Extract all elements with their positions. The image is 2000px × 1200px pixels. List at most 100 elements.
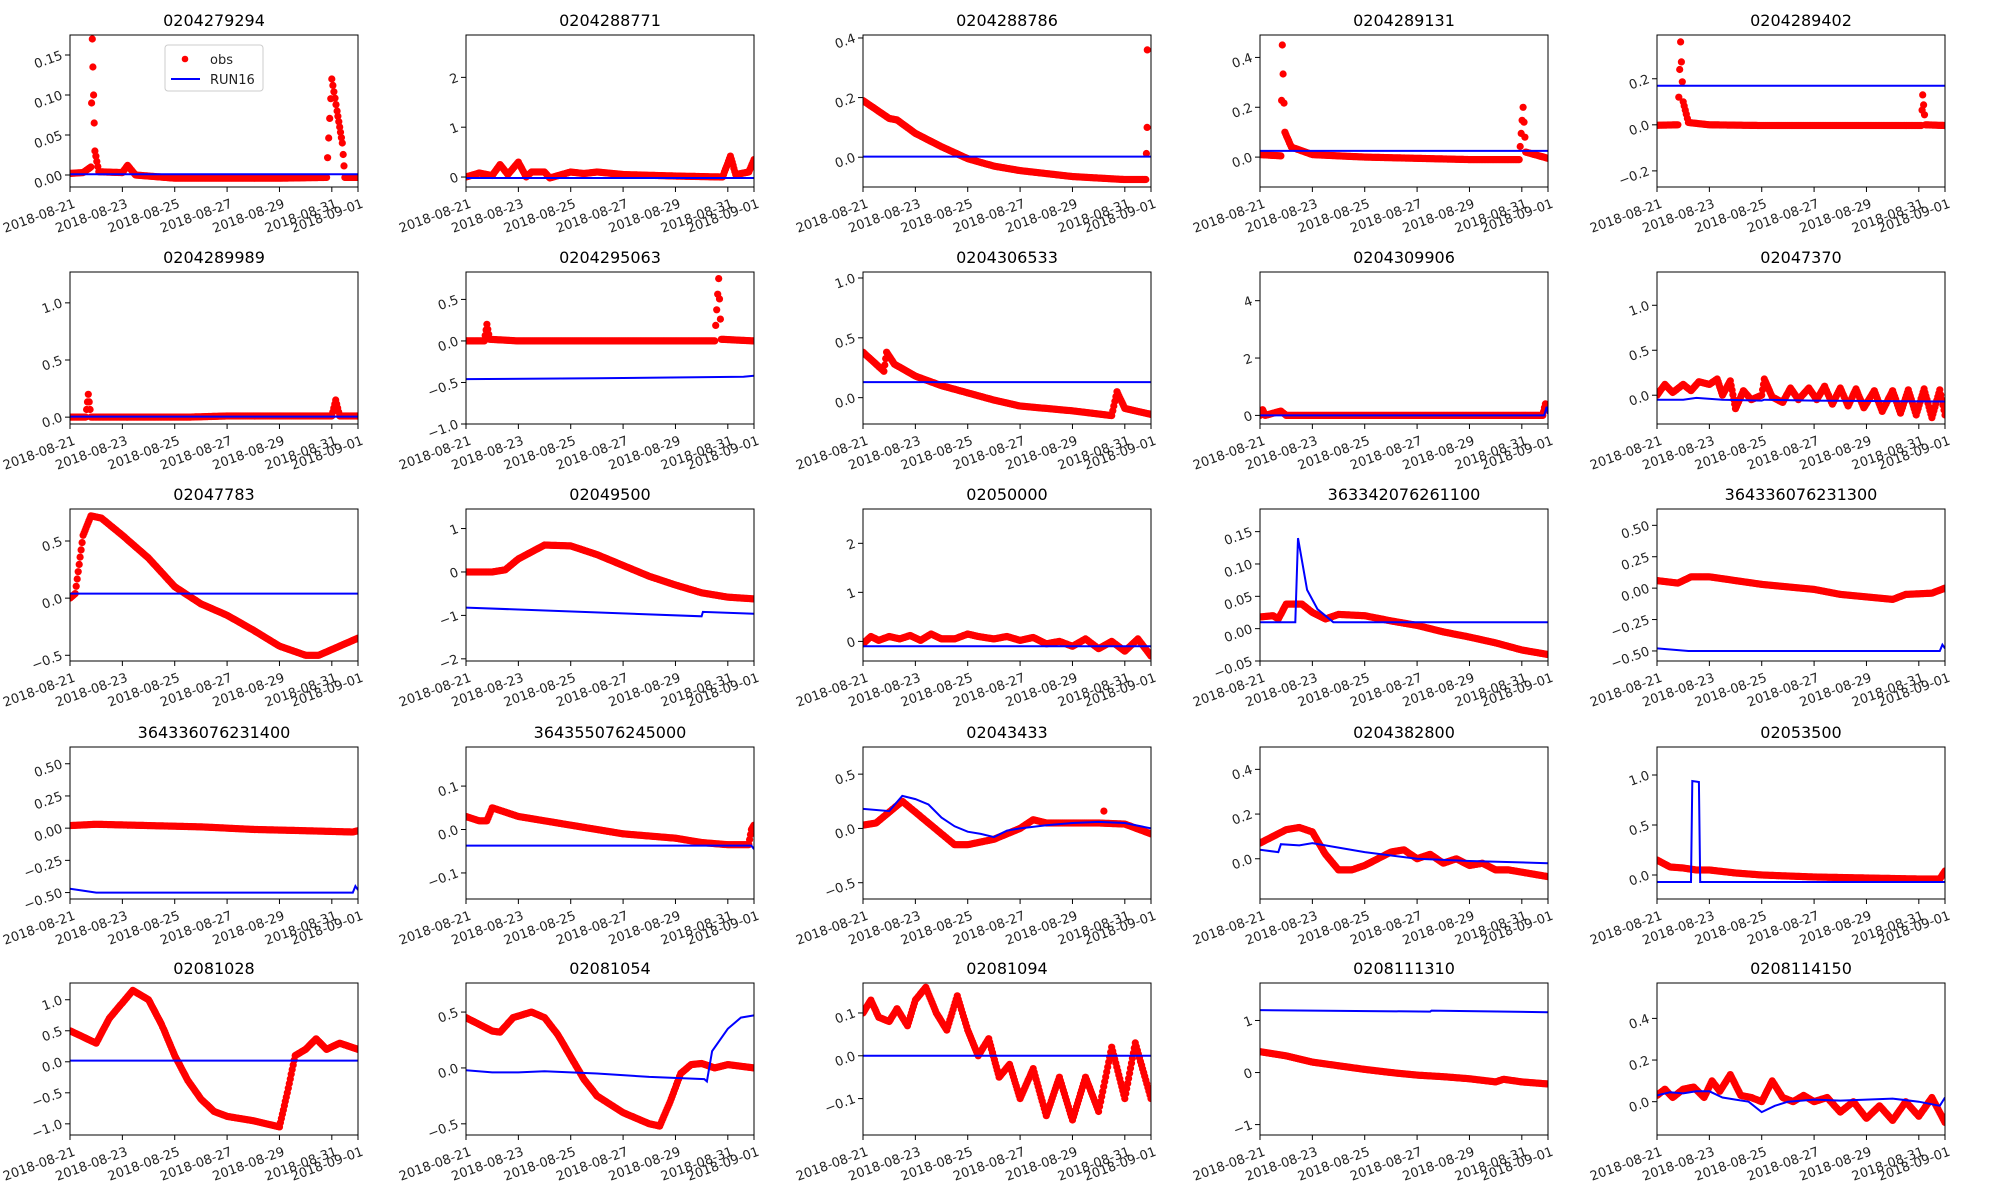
y-tick-label: 4 bbox=[1242, 294, 1255, 311]
y-tick-label: 0.00 bbox=[32, 168, 64, 192]
y-tick-label: 0.5 bbox=[40, 534, 65, 555]
obs-point bbox=[333, 107, 341, 115]
y-tick-label: 0.50 bbox=[32, 757, 64, 781]
obs-point bbox=[1675, 93, 1683, 101]
obs-point bbox=[332, 101, 340, 109]
y-tick-label: −0.25 bbox=[1609, 613, 1652, 641]
subplot-title: 02049500 bbox=[569, 485, 650, 504]
subplot-title: 0204289402 bbox=[1750, 11, 1852, 30]
model-line-RUN16 bbox=[1260, 537, 1548, 624]
axes-frame bbox=[69, 746, 359, 900]
legend-obs-label: obs bbox=[210, 53, 233, 68]
obs-series bbox=[466, 275, 754, 345]
obs-point bbox=[354, 634, 358, 642]
obs-point bbox=[1520, 118, 1528, 126]
y-tick-label: 0.5 bbox=[1627, 344, 1652, 365]
subplot-title: 0204279294 bbox=[163, 11, 265, 30]
y-tick-label: 0.15 bbox=[32, 48, 64, 72]
obs-series bbox=[863, 630, 1151, 660]
obs-series bbox=[1260, 600, 1548, 659]
model-line-RUN16 bbox=[1657, 642, 1945, 652]
obs-point bbox=[715, 275, 723, 283]
y-tick-label: 0.0 bbox=[833, 151, 858, 172]
obs-point bbox=[1143, 46, 1151, 54]
subplot-title: 0204306533 bbox=[956, 248, 1058, 267]
obs-point bbox=[340, 162, 348, 170]
obs-point bbox=[716, 315, 725, 323]
obs-point bbox=[337, 134, 345, 142]
obs-point bbox=[1519, 103, 1527, 111]
obs-point bbox=[86, 405, 94, 414]
obs-point bbox=[750, 337, 754, 345]
obs-point bbox=[1147, 652, 1151, 660]
obs-point bbox=[715, 295, 724, 303]
model-line-RUN16 bbox=[1657, 396, 1945, 403]
obs-series bbox=[70, 820, 358, 836]
obs-point bbox=[336, 128, 345, 136]
obs-point bbox=[1674, 121, 1682, 129]
model-line-RUN16 bbox=[466, 606, 754, 618]
obs-point bbox=[90, 119, 98, 127]
axes-frame bbox=[1656, 508, 1946, 662]
y-tick-label: 0.00 bbox=[32, 822, 64, 846]
y-tick-label: 0.25 bbox=[1619, 550, 1651, 574]
obs-point bbox=[1677, 58, 1685, 66]
y-tick-label: 0.05 bbox=[32, 128, 64, 152]
obs-point bbox=[89, 63, 97, 71]
y-tick-label: 1 bbox=[448, 121, 461, 138]
y-tick-label: −0.2 bbox=[1617, 164, 1652, 189]
subplot-title: 02047783 bbox=[173, 485, 254, 504]
obs-point bbox=[76, 553, 84, 561]
axes-frame bbox=[465, 271, 755, 425]
obs-point bbox=[1147, 410, 1151, 418]
subplot-02050000: 020500000122018-08-212018-08-232018-08-2… bbox=[794, 485, 1158, 711]
y-tick-label: 0.2 bbox=[833, 91, 858, 112]
subplot-364355076245000: 364355076245000−0.10.00.12018-08-212018-… bbox=[397, 723, 761, 949]
obs-point bbox=[1515, 156, 1523, 164]
axes-frame bbox=[465, 34, 755, 188]
subplot-0204279294: 02042792940.000.050.100.152018-08-212018… bbox=[1, 11, 365, 237]
obs-point bbox=[1521, 133, 1529, 141]
obs-point bbox=[1678, 78, 1686, 86]
obs-point bbox=[1142, 175, 1150, 184]
obs-point bbox=[1278, 41, 1286, 49]
obs-point bbox=[85, 398, 93, 406]
subplot-title: 0204295063 bbox=[559, 248, 661, 267]
obs-series bbox=[1657, 38, 1945, 130]
y-tick-label: 0.0 bbox=[833, 391, 858, 412]
y-tick-label: 0.4 bbox=[1230, 51, 1255, 72]
model-line-RUN16 bbox=[466, 374, 754, 381]
obs-point bbox=[1941, 121, 1945, 130]
obs-point bbox=[90, 91, 98, 99]
obs-series bbox=[466, 541, 754, 603]
obs-point bbox=[1759, 386, 1767, 394]
y-tick-label: 2 bbox=[448, 71, 461, 88]
obs-series bbox=[70, 512, 358, 659]
y-tick-label: 0.00 bbox=[1619, 582, 1651, 606]
y-tick-label: −0.50 bbox=[1609, 644, 1652, 672]
obs-point bbox=[1676, 65, 1684, 74]
obs-point bbox=[72, 582, 80, 590]
obs-point bbox=[750, 156, 754, 164]
y-tick-label: 0.5 bbox=[833, 331, 858, 352]
subplot-363342076261100: 363342076261100−0.050.000.050.100.152018… bbox=[1191, 485, 1555, 711]
obs-point bbox=[712, 321, 720, 329]
subplot-02047370: 020473700.00.51.02018-08-212018-08-23201… bbox=[1588, 248, 1952, 474]
obs-point bbox=[880, 367, 888, 375]
obs-series bbox=[863, 46, 1151, 184]
subplot-0204289989: 02042899890.00.51.02018-08-212018-08-232… bbox=[1, 248, 365, 474]
subplot-title: 363342076261100 bbox=[1328, 485, 1481, 504]
y-tick-label: 0.2 bbox=[1627, 72, 1652, 93]
obs-series bbox=[1657, 375, 1945, 422]
subplot-title: 0204289131 bbox=[1353, 11, 1455, 30]
y-tick-label: 0.5 bbox=[40, 353, 65, 374]
obs-point bbox=[1280, 99, 1288, 107]
obs-point bbox=[87, 163, 95, 171]
subplot-364336076231300: 364336076231300−0.50−0.250.000.250.50201… bbox=[1588, 485, 1952, 711]
y-tick-label: −0.50 bbox=[22, 886, 65, 914]
y-tick-label: 1 bbox=[448, 522, 461, 539]
y-tick-label: −0.25 bbox=[22, 854, 65, 882]
y-tick-label: 0.15 bbox=[1222, 525, 1254, 549]
